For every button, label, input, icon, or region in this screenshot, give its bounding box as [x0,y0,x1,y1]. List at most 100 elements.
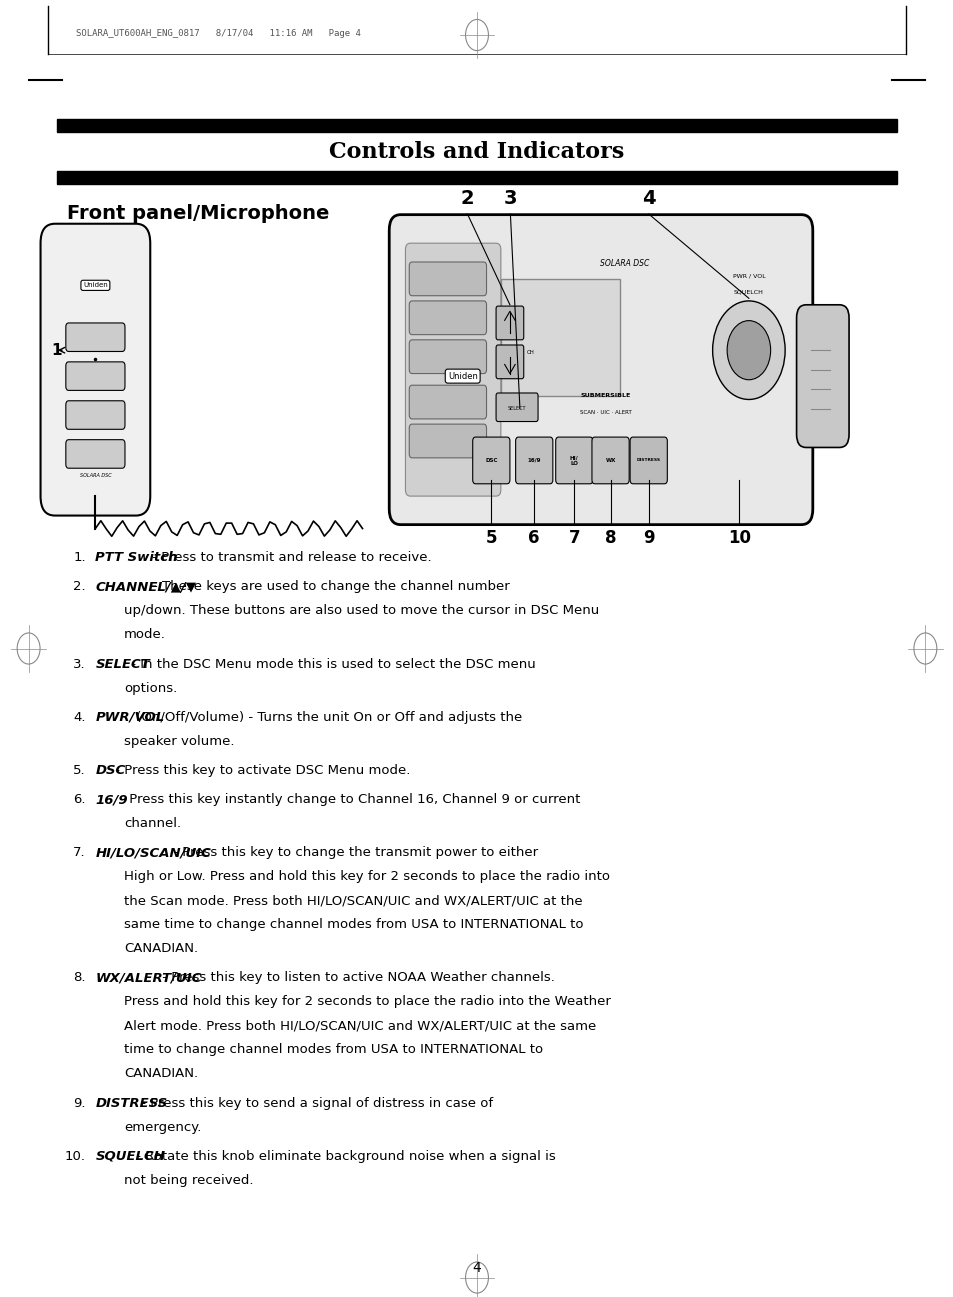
Text: Controls and Indicators: Controls and Indicators [329,141,624,162]
FancyBboxPatch shape [472,437,509,484]
Text: PWR / VOL: PWR / VOL [732,274,764,279]
Text: - Press this key to listen to active NOAA Weather channels.: - Press this key to listen to active NOA… [158,971,555,984]
Text: CH: CH [526,350,534,355]
Text: 1: 1 [51,342,62,358]
Text: 5.: 5. [73,764,86,777]
Text: 2: 2 [460,188,474,208]
Text: options.: options. [124,682,177,695]
Text: (On/Off/Volume) - Turns the unit On or Off and adjusts the: (On/Off/Volume) - Turns the unit On or O… [132,711,522,724]
Bar [57,119,896,132]
Text: 7: 7 [568,529,579,547]
FancyBboxPatch shape [796,305,848,447]
Text: 16/9: 16/9 [95,792,128,807]
Text: DSC: DSC [484,458,497,463]
Text: 3: 3 [503,188,517,208]
FancyBboxPatch shape [409,385,486,419]
FancyBboxPatch shape [496,345,523,379]
Text: CANADIAN.: CANADIAN. [124,1067,198,1080]
Text: time to change channel modes from USA to INTERNATIONAL to: time to change channel modes from USA to… [124,1043,542,1057]
Text: 4: 4 [472,1262,481,1275]
Text: HI/LO/SCAN/UIC: HI/LO/SCAN/UIC [95,846,211,860]
Text: mode.: mode. [124,629,166,642]
Text: CANADIAN.: CANADIAN. [124,942,198,956]
FancyBboxPatch shape [591,437,629,484]
Text: SELECT: SELECT [507,406,526,411]
Text: channel.: channel. [124,817,181,830]
Text: 3.: 3. [73,658,86,671]
Text: DISTRESS: DISTRESS [95,1097,168,1110]
Text: 5: 5 [485,529,497,547]
Text: SOLARA_UT600AH_ENG_0817   8/17/04   11:16 AM   Page 4: SOLARA_UT600AH_ENG_0817 8/17/04 11:16 AM… [76,29,361,38]
Text: 4: 4 [641,188,655,208]
Text: 9.: 9. [73,1097,86,1110]
FancyBboxPatch shape [41,224,151,516]
Text: SUBMERSIBLE: SUBMERSIBLE [580,393,630,398]
Text: DISTRESS: DISTRESS [636,458,660,463]
Text: High or Low. Press and hold this key for 2 seconds to place the radio into: High or Low. Press and hold this key for… [124,870,609,883]
Text: SOLARA DSC: SOLARA DSC [599,259,649,267]
FancyBboxPatch shape [629,437,667,484]
Text: the Scan mode. Press both HI/LO/SCAN/UIC and WX/ALERT/UIC at the: the Scan mode. Press both HI/LO/SCAN/UIC… [124,895,582,908]
Text: 2.: 2. [73,581,86,594]
Text: 10: 10 [727,529,750,547]
Text: PWR/VOL: PWR/VOL [95,711,165,724]
Text: DSC: DSC [95,764,126,777]
FancyBboxPatch shape [409,340,486,374]
Text: CHANNEL/▲/▼: CHANNEL/▲/▼ [95,581,196,594]
Text: Uniden: Uniden [447,372,477,380]
Text: 9: 9 [642,529,654,547]
FancyBboxPatch shape [555,437,592,484]
Text: 8: 8 [604,529,616,547]
Text: - Press this key to send a signal of distress in case of: - Press this key to send a signal of dis… [137,1097,493,1110]
Text: 16/9: 16/9 [527,458,540,463]
Text: 6.: 6. [73,792,86,807]
Text: Press and hold this key for 2 seconds to place the radio into the Weather: Press and hold this key for 2 seconds to… [124,996,610,1009]
Bar [500,279,619,396]
FancyBboxPatch shape [409,301,486,335]
Text: SELECT: SELECT [95,658,150,671]
FancyBboxPatch shape [66,362,125,390]
FancyBboxPatch shape [389,215,812,525]
Text: - Press this key to activate DSC Menu mode.: - Press this key to activate DSC Menu mo… [112,764,410,777]
FancyBboxPatch shape [516,437,553,484]
Text: emergency.: emergency. [124,1121,201,1134]
Text: - Press to transmit and release to receive.: - Press to transmit and release to recei… [148,551,431,564]
Text: - Rotate this knob eliminate background noise when a signal is: - Rotate this knob eliminate background … [132,1150,556,1163]
Text: 7.: 7. [73,846,86,860]
Text: PTT Switch: PTT Switch [95,551,177,564]
Text: - In the DSC Menu mode this is used to select the DSC menu: - In the DSC Menu mode this is used to s… [127,658,536,671]
FancyBboxPatch shape [66,323,125,351]
FancyBboxPatch shape [66,440,125,468]
Text: SQUELCH: SQUELCH [733,289,763,294]
Bar [57,171,896,184]
Text: not being received.: not being received. [124,1174,253,1187]
FancyBboxPatch shape [66,401,125,429]
Text: 6: 6 [528,529,539,547]
Text: SOLARA DSC: SOLARA DSC [79,473,112,479]
FancyBboxPatch shape [405,244,500,497]
Text: up/down. These buttons are also used to move the cursor in DSC Menu: up/down. These buttons are also used to … [124,604,598,617]
Text: 4.: 4. [73,711,86,724]
Text: speaker volume.: speaker volume. [124,734,234,748]
Circle shape [726,320,770,380]
FancyBboxPatch shape [409,262,486,296]
Text: Front panel/Microphone: Front panel/Microphone [67,204,329,223]
Text: Uniden: Uniden [83,283,108,288]
FancyBboxPatch shape [496,306,523,340]
Text: 8.: 8. [73,971,86,984]
FancyBboxPatch shape [409,424,486,458]
Text: Alert mode. Press both HI/LO/SCAN/UIC and WX/ALERT/UIC at the same: Alert mode. Press both HI/LO/SCAN/UIC an… [124,1019,596,1032]
Text: 1.: 1. [73,551,86,564]
Circle shape [712,301,784,399]
Text: WX/ALERT/UIC: WX/ALERT/UIC [95,971,202,984]
Text: 10.: 10. [65,1150,86,1163]
Text: HI/
LO: HI/ LO [569,455,578,466]
FancyBboxPatch shape [496,393,537,422]
Text: - These keys are used to change the channel number: - These keys are used to change the chan… [153,581,510,594]
Text: SCAN · UIC · ALERT: SCAN · UIC · ALERT [579,410,631,415]
Text: - Press this key to change the transmit power to either: - Press this key to change the transmit … [169,846,537,860]
Text: WX: WX [605,458,615,463]
Text: - Press this key instantly change to Channel 16, Channel 9 or current: - Press this key instantly change to Cha… [116,792,580,807]
Text: same time to change channel modes from USA to INTERNATIONAL to: same time to change channel modes from U… [124,918,583,931]
Text: SQUELCH: SQUELCH [95,1150,165,1163]
